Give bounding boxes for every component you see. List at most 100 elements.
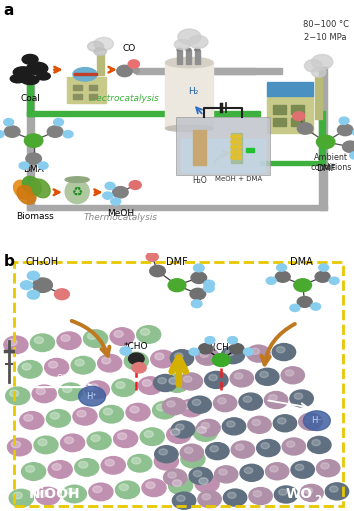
Text: Biomass: Biomass	[17, 212, 54, 221]
Circle shape	[290, 390, 313, 407]
Ellipse shape	[94, 48, 106, 56]
Circle shape	[137, 326, 161, 343]
Circle shape	[282, 438, 306, 455]
Circle shape	[321, 463, 329, 469]
Text: DMA: DMA	[290, 257, 312, 267]
Text: Electrocatalysis: Electrocatalysis	[88, 94, 159, 103]
Circle shape	[132, 363, 146, 373]
Text: e⁻: e⁻	[283, 386, 294, 396]
Circle shape	[312, 439, 320, 446]
Bar	[67, 77, 106, 103]
Bar	[73, 85, 82, 90]
Circle shape	[63, 130, 73, 138]
Circle shape	[270, 466, 278, 472]
Circle shape	[89, 384, 98, 390]
Circle shape	[228, 337, 238, 344]
Circle shape	[273, 415, 297, 432]
Circle shape	[22, 463, 46, 480]
Text: Thermocatalysis: Thermocatalysis	[83, 213, 158, 222]
Circle shape	[91, 435, 100, 442]
Circle shape	[316, 460, 340, 477]
Circle shape	[243, 396, 252, 402]
Circle shape	[204, 285, 214, 292]
Bar	[97, 56, 104, 75]
Bar	[291, 118, 304, 126]
Circle shape	[293, 112, 305, 121]
Circle shape	[261, 443, 269, 449]
Circle shape	[205, 337, 215, 344]
Text: DMA: DMA	[23, 165, 44, 174]
Circle shape	[325, 483, 349, 500]
Circle shape	[129, 180, 141, 190]
Circle shape	[170, 350, 194, 367]
Bar	[88, 94, 97, 99]
Circle shape	[141, 329, 150, 335]
Circle shape	[128, 355, 137, 362]
Circle shape	[236, 150, 241, 154]
Circle shape	[279, 489, 287, 495]
Circle shape	[20, 412, 44, 429]
Circle shape	[151, 350, 175, 368]
Circle shape	[337, 124, 353, 135]
Circle shape	[11, 441, 21, 448]
Circle shape	[13, 492, 22, 499]
Circle shape	[171, 421, 195, 438]
Circle shape	[189, 348, 199, 356]
Circle shape	[225, 350, 234, 356]
Text: H₂: H₂	[188, 87, 198, 96]
Circle shape	[52, 463, 61, 470]
Circle shape	[277, 264, 287, 271]
Circle shape	[266, 463, 289, 480]
Circle shape	[75, 458, 99, 476]
Circle shape	[153, 401, 177, 419]
Circle shape	[239, 393, 262, 410]
Circle shape	[146, 482, 155, 489]
Text: b: b	[4, 254, 15, 269]
Bar	[177, 50, 182, 64]
Circle shape	[25, 466, 35, 472]
Circle shape	[171, 429, 180, 435]
Circle shape	[155, 353, 164, 360]
Bar	[27, 111, 260, 116]
Circle shape	[230, 370, 253, 387]
Circle shape	[192, 300, 202, 308]
Ellipse shape	[13, 67, 33, 78]
Circle shape	[59, 383, 83, 401]
Circle shape	[319, 264, 329, 271]
Ellipse shape	[195, 49, 200, 51]
Text: *N(CH₃)₂: *N(CH₃)₂	[203, 343, 240, 352]
Circle shape	[290, 304, 300, 312]
Text: MeOH: MeOH	[107, 209, 134, 218]
Bar	[315, 77, 322, 119]
Circle shape	[128, 60, 139, 68]
Circle shape	[193, 424, 217, 442]
Circle shape	[350, 152, 354, 159]
Circle shape	[129, 353, 144, 364]
Circle shape	[124, 352, 148, 370]
Circle shape	[40, 490, 49, 497]
Bar	[273, 105, 286, 113]
Bar	[267, 82, 313, 96]
Circle shape	[180, 444, 204, 461]
Circle shape	[198, 491, 221, 507]
Circle shape	[46, 410, 70, 427]
Bar	[73, 94, 82, 99]
Circle shape	[6, 387, 30, 405]
Circle shape	[0, 130, 4, 138]
Circle shape	[50, 412, 59, 419]
Circle shape	[260, 371, 268, 378]
Bar	[193, 130, 206, 165]
Circle shape	[299, 413, 322, 430]
Circle shape	[140, 428, 164, 446]
Circle shape	[167, 401, 175, 407]
Circle shape	[248, 416, 271, 433]
Circle shape	[71, 357, 95, 374]
Circle shape	[61, 434, 85, 452]
Circle shape	[244, 468, 253, 474]
Bar	[319, 67, 327, 211]
Circle shape	[55, 289, 69, 299]
Circle shape	[158, 455, 167, 462]
Text: a: a	[4, 3, 14, 17]
Circle shape	[294, 279, 312, 292]
Circle shape	[276, 346, 285, 353]
